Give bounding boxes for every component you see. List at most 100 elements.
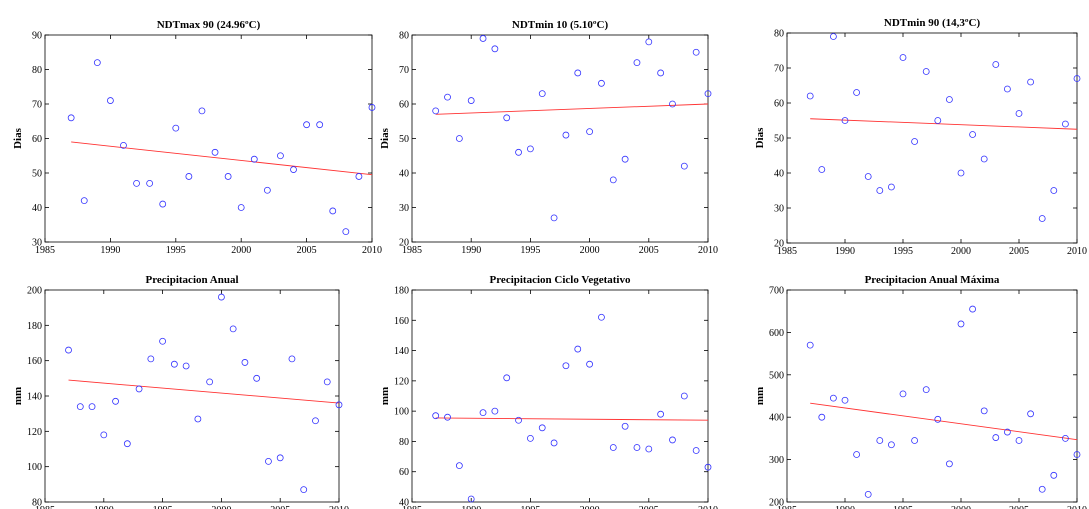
chart-panel-5: Precipitacion Ciclo Vegetativo mm 1985 1990… bbox=[379, 274, 718, 509]
y-tick-label: 140 bbox=[27, 392, 42, 403]
data-point bbox=[198, 107, 206, 115]
data-point bbox=[1073, 75, 1081, 82]
chart-panel-1: NDTmax 90 (24.96ºC) Dias 1985 1990 1995 2000 2… bbox=[12, 19, 382, 256]
data-point bbox=[527, 145, 534, 153]
data-point bbox=[329, 207, 337, 215]
data-point bbox=[527, 434, 534, 442]
y-tick-label: 20 bbox=[774, 239, 784, 250]
data-point bbox=[467, 97, 475, 104]
x-tick-label: 2000 bbox=[951, 246, 971, 257]
trend-line bbox=[68, 379, 340, 404]
data-point bbox=[992, 61, 1000, 68]
x-tick-label: 1990 bbox=[461, 245, 481, 256]
data-point bbox=[806, 341, 814, 349]
data-point bbox=[1050, 471, 1058, 479]
data-point bbox=[969, 131, 976, 138]
data-point bbox=[263, 186, 271, 194]
data-point bbox=[229, 325, 237, 333]
chart-panel-2: NDTmin 10 (5.10ºC) Dias 1985 1990 1995 2000 20… bbox=[379, 19, 718, 256]
data-point bbox=[133, 179, 140, 187]
y-tick-label: 100 bbox=[394, 407, 409, 418]
data-point bbox=[704, 463, 712, 471]
data-point bbox=[562, 131, 570, 139]
data-point bbox=[841, 396, 849, 404]
data-point bbox=[159, 337, 167, 345]
data-point bbox=[112, 397, 119, 405]
y-tick-label: 70 bbox=[399, 65, 409, 76]
data-point bbox=[491, 45, 499, 53]
data-point bbox=[277, 152, 284, 160]
data-point bbox=[922, 386, 930, 394]
data-point bbox=[911, 437, 918, 444]
data-point bbox=[562, 362, 570, 370]
x-tick-label: 1995 bbox=[520, 505, 540, 509]
data-point bbox=[265, 457, 272, 465]
chart-panel-6: Precipitacion Anual Máxima mm 1985 1990 1995… bbox=[754, 274, 1087, 509]
data-point bbox=[888, 441, 895, 449]
data-point bbox=[633, 59, 641, 66]
y-tick-label: 90 bbox=[32, 31, 42, 42]
data-point bbox=[609, 444, 617, 451]
data-point bbox=[876, 437, 884, 444]
data-point bbox=[853, 451, 860, 458]
data-point bbox=[957, 169, 965, 177]
data-point bbox=[444, 413, 451, 421]
chart-panel-4: Precipitacion Anual mm 1985 1990 1995 2000 200… bbox=[12, 274, 349, 509]
x-tick-label: 2000 bbox=[580, 505, 600, 509]
trend-line bbox=[71, 141, 373, 176]
data-point bbox=[946, 460, 953, 468]
trend-line bbox=[435, 103, 709, 115]
data-point bbox=[253, 374, 261, 382]
data-point bbox=[841, 117, 849, 124]
y-tick-label: 200 bbox=[27, 286, 42, 297]
plot-area bbox=[786, 32, 1078, 244]
data-point bbox=[633, 444, 641, 451]
data-point bbox=[669, 100, 676, 108]
x-tick-label: 2005 bbox=[297, 245, 317, 256]
data-point bbox=[1050, 187, 1058, 194]
y-axis-label: mm bbox=[754, 387, 766, 405]
data-point bbox=[146, 179, 154, 187]
y-tick-label: 80 bbox=[32, 65, 42, 76]
x-tick-label: 1990 bbox=[461, 505, 481, 509]
data-point bbox=[120, 141, 127, 149]
y-tick-label: 70 bbox=[32, 100, 42, 111]
data-point bbox=[830, 394, 837, 402]
chart-title: NDTmin 90 (14,3ºC) bbox=[884, 17, 981, 29]
data-point bbox=[538, 90, 546, 98]
data-point bbox=[550, 214, 558, 222]
x-tick-label: 1995 bbox=[893, 246, 913, 257]
data-point bbox=[159, 200, 167, 208]
data-point bbox=[355, 173, 363, 180]
data-point bbox=[276, 454, 284, 462]
data-point bbox=[93, 59, 101, 66]
data-point bbox=[1073, 451, 1081, 458]
data-point bbox=[1038, 485, 1046, 493]
trend-line bbox=[435, 417, 709, 421]
data-point bbox=[182, 362, 190, 370]
trend-line bbox=[810, 402, 1078, 441]
y-tick-label: 30 bbox=[399, 203, 409, 214]
data-point bbox=[692, 48, 700, 56]
y-tick-label: 40 bbox=[399, 498, 409, 509]
data-point bbox=[185, 173, 193, 180]
y-tick-label: 300 bbox=[769, 455, 784, 466]
data-point bbox=[135, 385, 143, 393]
data-point bbox=[657, 410, 665, 418]
x-tick-label: 2010 bbox=[1067, 505, 1087, 509]
data-point bbox=[680, 392, 688, 400]
y-tick-label: 120 bbox=[394, 376, 409, 387]
data-point bbox=[657, 69, 665, 77]
data-point bbox=[503, 374, 511, 382]
data-point bbox=[574, 69, 582, 77]
data-point bbox=[479, 409, 487, 417]
data-point bbox=[864, 490, 872, 498]
plot-area bbox=[44, 289, 340, 503]
data-point bbox=[217, 293, 225, 301]
data-point bbox=[467, 495, 475, 503]
data-point bbox=[899, 54, 907, 61]
data-point bbox=[574, 345, 582, 353]
y-tick-label: 80 bbox=[32, 498, 42, 509]
data-point bbox=[645, 38, 653, 46]
data-point bbox=[598, 313, 605, 321]
